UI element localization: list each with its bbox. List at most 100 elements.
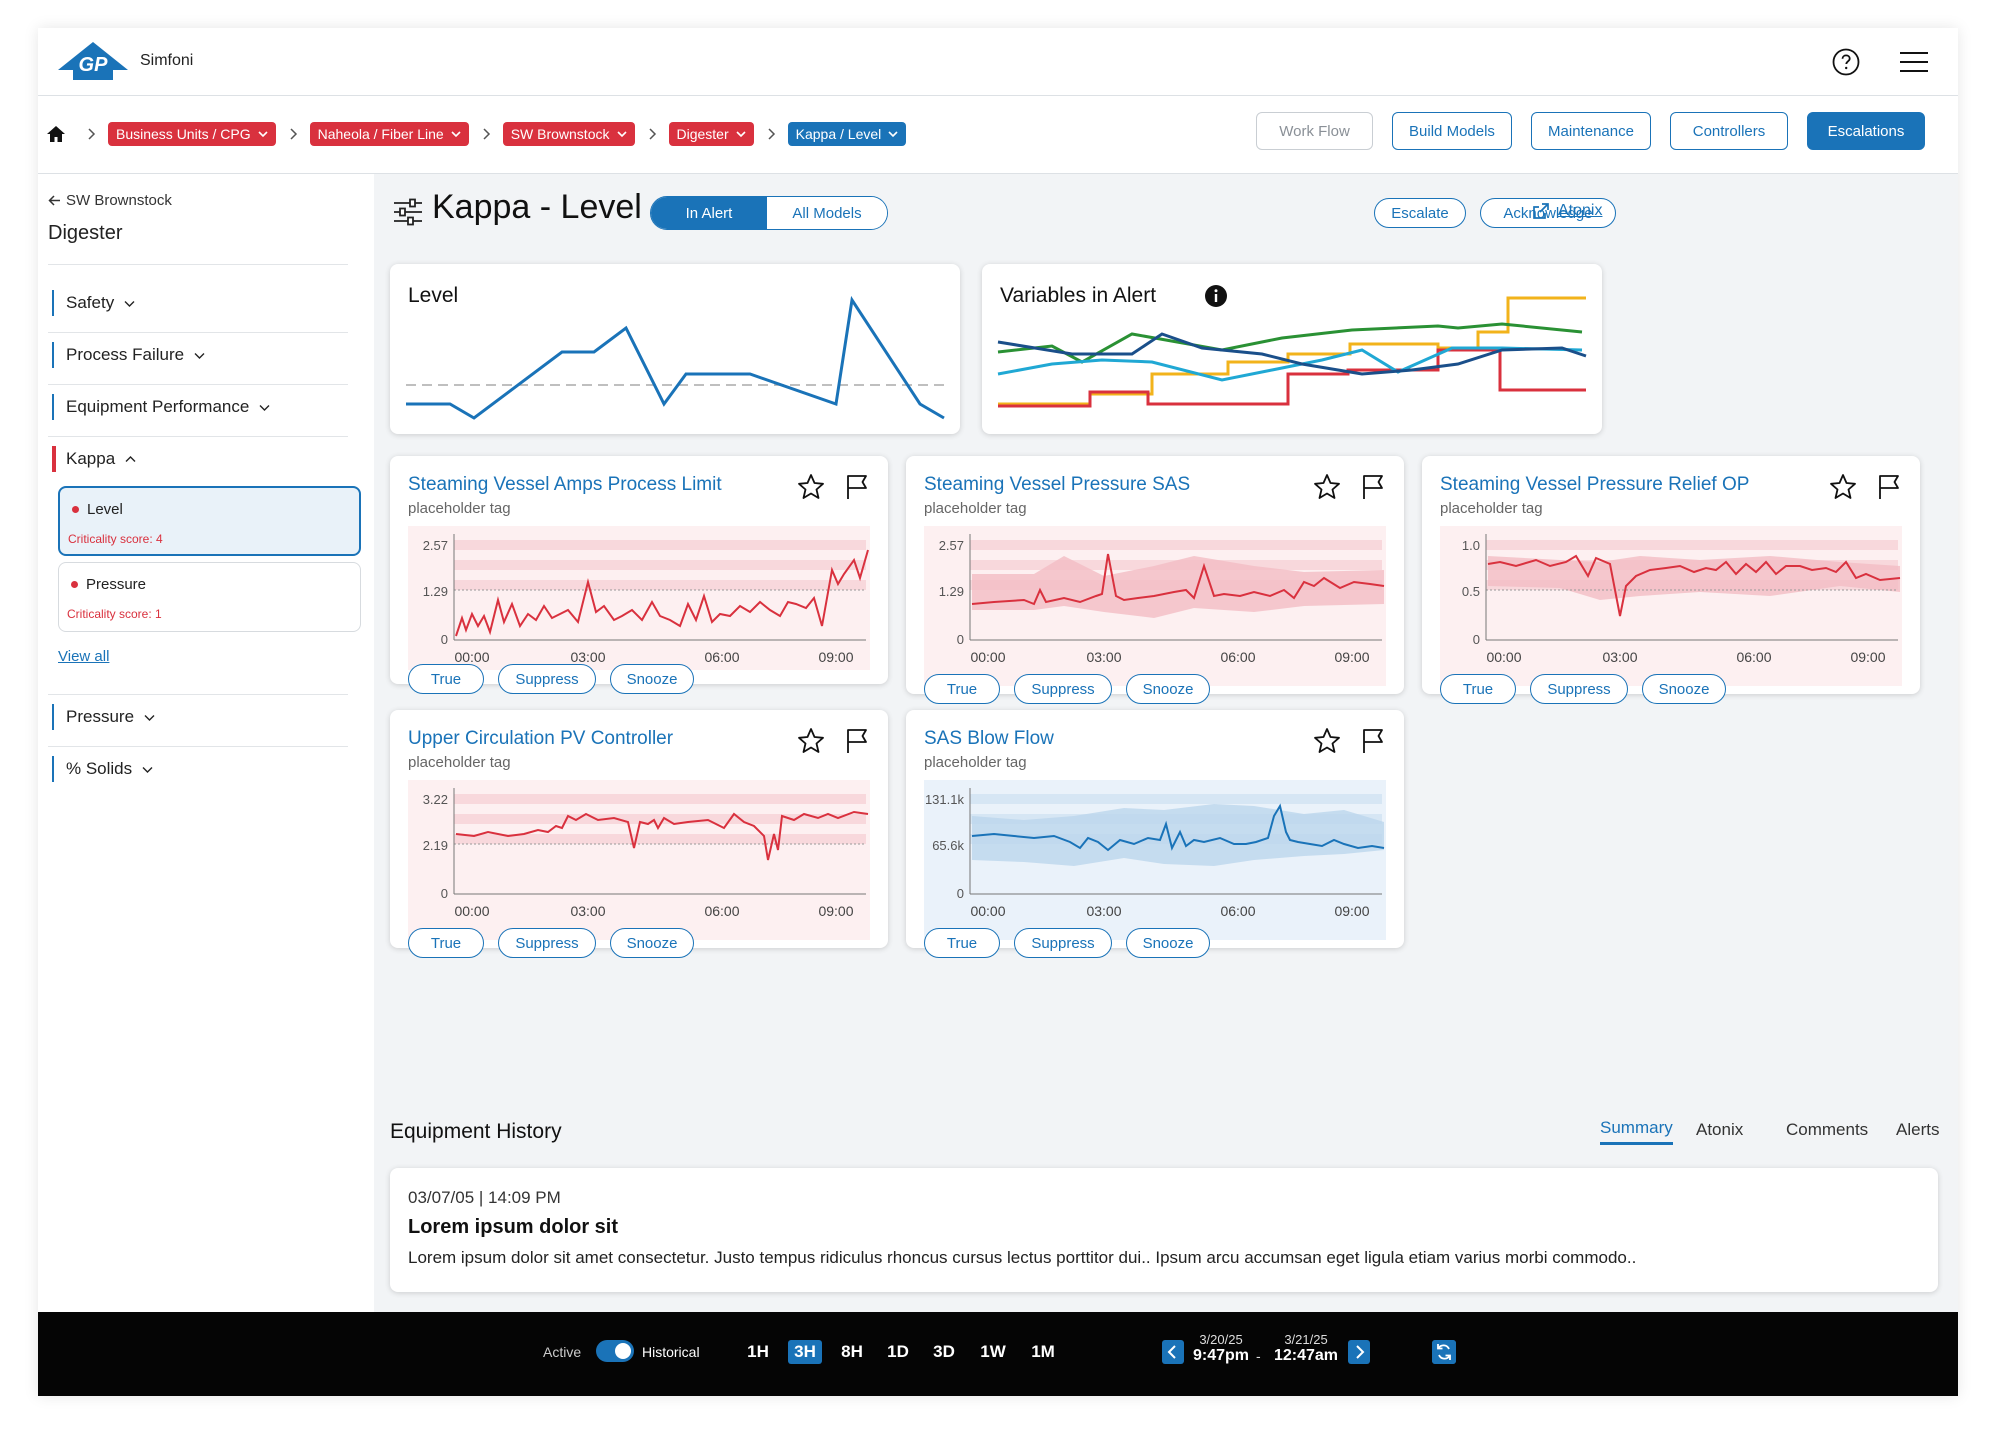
model-card: SAS Blow Flow placeholder tag 131.1k 65.… <box>906 710 1404 958</box>
snooze-button[interactable]: Snooze <box>1126 928 1210 958</box>
breadcrumb-digester[interactable]: Digester <box>668 122 754 146</box>
star-icon[interactable] <box>1312 726 1342 756</box>
home-icon[interactable] <box>46 124 66 144</box>
y-tick-label: 1.0 <box>1462 538 1480 553</box>
suppress-button[interactable]: Suppress <box>498 928 596 958</box>
in-alert-toggle[interactable]: In Alert <box>651 197 767 229</box>
work-flow-button[interactable]: Work Flow <box>1256 112 1373 150</box>
flag-icon[interactable] <box>1874 472 1904 502</box>
atonix-link[interactable]: Atonix <box>1532 202 1602 220</box>
x-tick-label: 09:00 <box>1334 903 1369 919</box>
variables-card-title: Variables in Alert <box>1000 284 1157 307</box>
build-models-button[interactable]: Build Models <box>1392 112 1512 150</box>
range-1m[interactable]: 1M <box>1031 1342 1055 1361</box>
range-1h[interactable]: 1H <box>747 1342 769 1361</box>
suppress-button[interactable]: Suppress <box>1014 674 1112 704</box>
star-icon[interactable] <box>1828 472 1858 502</box>
snooze-button[interactable]: Snooze <box>1126 674 1210 704</box>
refresh-icon[interactable] <box>1432 1340 1456 1364</box>
model-card-actions: True Suppress Snooze <box>408 664 708 694</box>
x-tick-label: 00:00 <box>454 649 489 665</box>
divider <box>48 436 348 437</box>
flag-icon[interactable] <box>1358 472 1388 502</box>
x-tick-label: 06:00 <box>1736 649 1771 665</box>
breadcrumb-sw-brownstock[interactable]: SW Brownstock <box>502 122 635 146</box>
help-icon[interactable] <box>1831 47 1861 77</box>
mode-toggle[interactable] <box>596 1340 634 1362</box>
alert-filter-toggle: In Alert All Models <box>650 196 888 230</box>
divider <box>48 332 348 333</box>
model-card-tag: placeholder tag <box>408 754 511 771</box>
previous-range-button[interactable] <box>1162 1340 1184 1364</box>
breadcrumb-business-units[interactable]: Business Units / CPG <box>108 122 276 146</box>
view-all-link[interactable]: View all <box>58 648 110 665</box>
tab-alerts[interactable]: Alerts <box>1896 1120 1940 1139</box>
sidebar-item-equipment-performance[interactable]: Equipment Performance <box>52 394 270 420</box>
hamburger-menu-icon[interactable] <box>1900 50 1928 74</box>
flag-icon[interactable] <box>1358 726 1388 756</box>
history-timestamp: 03/07/05 | 14:09 PM <box>408 1188 561 1207</box>
snooze-button[interactable]: Snooze <box>610 664 694 694</box>
star-icon[interactable] <box>796 472 826 502</box>
model-card-actions: True Suppress Snooze <box>924 928 1224 958</box>
escalations-button[interactable]: Escalations <box>1807 112 1925 150</box>
sidebar-item-pressure[interactable]: Pressure <box>52 704 155 730</box>
star-icon[interactable] <box>1312 472 1342 502</box>
snooze-button[interactable]: Snooze <box>610 928 694 958</box>
x-tick-label: 09:00 <box>1334 649 1369 665</box>
star-icon[interactable] <box>796 726 826 756</box>
range-3d[interactable]: 3D <box>933 1342 955 1361</box>
flag-icon[interactable] <box>842 726 872 756</box>
x-tick-label: 09:00 <box>818 649 853 665</box>
controllers-button[interactable]: Controllers <box>1670 112 1788 150</box>
breadcrumb-kappa-level[interactable]: Kappa / Level <box>787 122 907 146</box>
maintenance-button[interactable]: Maintenance <box>1531 112 1651 150</box>
model-card-title[interactable]: Steaming Vessel Amps Process Limit <box>408 474 722 495</box>
true-button[interactable]: True <box>408 664 484 694</box>
range-8h[interactable]: 8H <box>841 1342 863 1361</box>
filter-sliders-icon[interactable] <box>392 198 424 226</box>
true-button[interactable]: True <box>924 928 1000 958</box>
tab-atonix[interactable]: Atonix <box>1696 1120 1744 1139</box>
acknowledge-button[interactable]: Acknowledge <box>1480 198 1616 228</box>
x-tick-label: 03:00 <box>1602 649 1637 665</box>
suppress-button[interactable]: Suppress <box>498 664 596 694</box>
true-button[interactable]: True <box>924 674 1000 704</box>
sidebar-item-percent-solids[interactable]: % Solids <box>52 756 153 782</box>
sidebar-item-kappa[interactable]: Kappa <box>52 446 136 472</box>
model-card-title[interactable]: Steaming Vessel Pressure SAS <box>924 474 1191 495</box>
tab-comments[interactable]: Comments <box>1786 1120 1869 1139</box>
range-1d[interactable]: 1D <box>887 1342 909 1361</box>
sidebar-item-label: Kappa <box>66 449 116 468</box>
true-button[interactable]: True <box>408 928 484 958</box>
range-3h[interactable]: 3H <box>788 1340 822 1364</box>
chevron-down-icon <box>124 300 135 307</box>
range-1w[interactable]: 1W <box>980 1342 1006 1361</box>
y-tick-label: 131.1k <box>925 792 965 807</box>
true-button[interactable]: True <box>1440 674 1516 704</box>
model-card-title[interactable]: Steaming Vessel Pressure Relief OP <box>1440 474 1750 495</box>
sidebar-item-safety[interactable]: Safety <box>52 290 135 316</box>
time-control-bar: Active Historical 1H 3H 8H 1D 3D 1W 1M 3… <box>38 1312 1958 1396</box>
all-models-toggle[interactable]: All Models <box>767 197 887 229</box>
breadcrumb-naheola[interactable]: Naheola / Fiber Line <box>309 122 469 146</box>
escalate-button[interactable]: Escalate <box>1374 198 1466 228</box>
tab-summary[interactable]: Summary <box>1600 1118 1673 1145</box>
alert-card-pressure[interactable]: Pressure Criticality score: 1 <box>58 562 361 632</box>
info-icon[interactable] <box>1204 284 1228 308</box>
model-card-title[interactable]: Upper Circulation PV Controller <box>408 728 674 749</box>
chevron-down-icon <box>258 131 268 138</box>
model-card-actions: True Suppress Snooze <box>924 674 1224 704</box>
alert-name-label: Level <box>87 501 123 518</box>
back-link[interactable]: SW Brownstock <box>48 192 172 209</box>
model-card-title[interactable]: SAS Blow Flow <box>924 728 1054 749</box>
suppress-button[interactable]: Suppress <box>1530 674 1628 704</box>
flag-icon[interactable] <box>842 472 872 502</box>
top-bar: GP Simfoni <box>38 28 1958 96</box>
suppress-button[interactable]: Suppress <box>1014 928 1112 958</box>
alert-name: Pressure <box>71 576 146 593</box>
snooze-button[interactable]: Snooze <box>1642 674 1726 704</box>
next-range-button[interactable] <box>1348 1340 1370 1364</box>
alert-card-level[interactable]: Level Criticality score: 4 <box>58 486 361 556</box>
sidebar-item-process-failure[interactable]: Process Failure <box>52 342 205 368</box>
